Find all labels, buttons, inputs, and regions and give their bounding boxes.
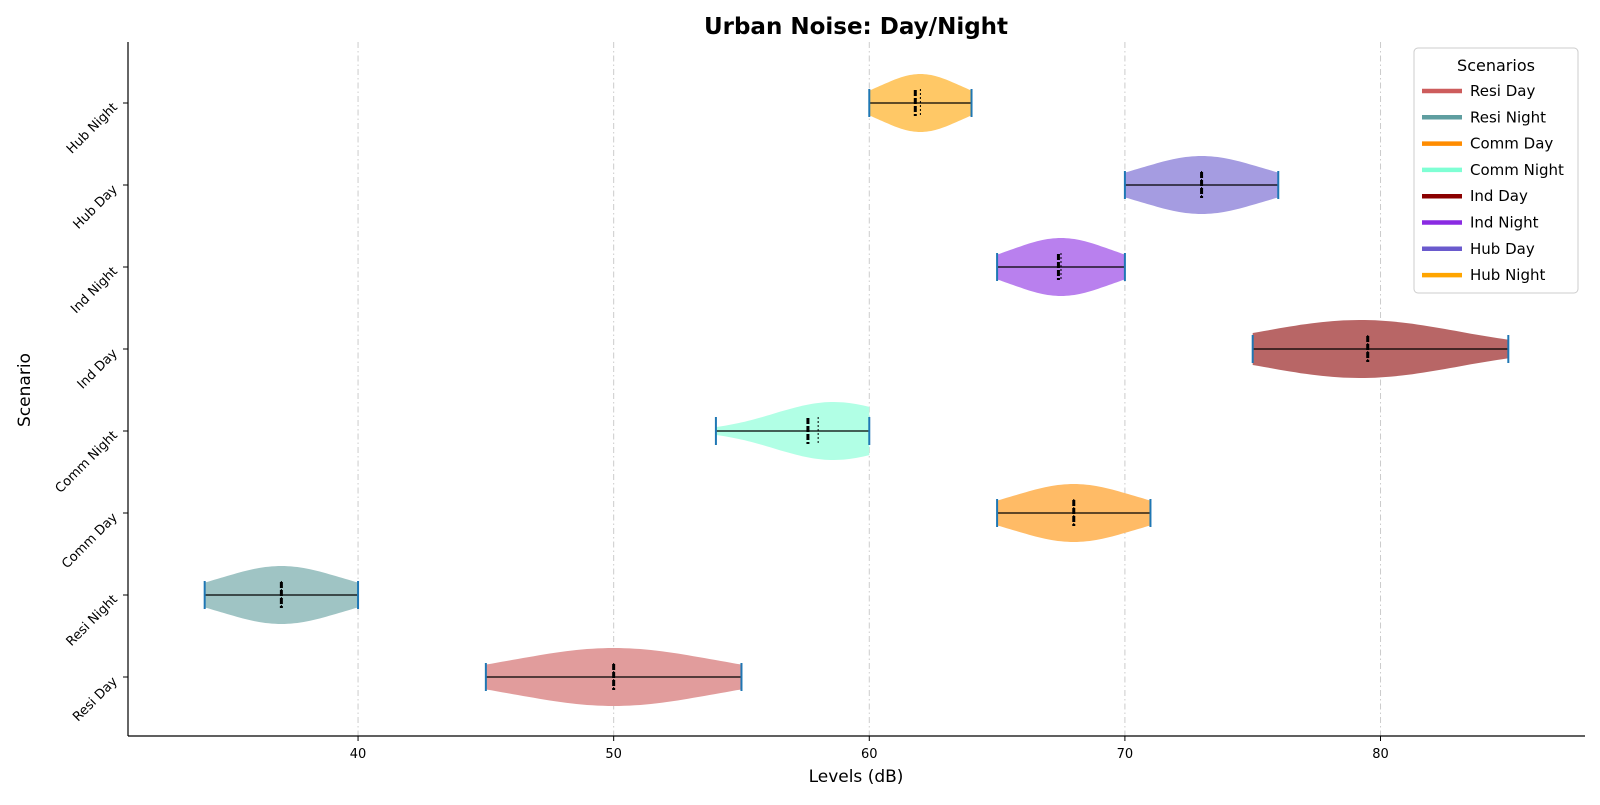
x-tick-label: 60	[861, 747, 878, 762]
chart-title: Urban Noise: Day/Night	[704, 14, 1008, 40]
legend-label: Comm Night	[1470, 161, 1564, 179]
legend-label: Hub Day	[1470, 240, 1535, 258]
legend-label: Hub Night	[1470, 266, 1545, 284]
legend-title: Scenarios	[1457, 56, 1535, 75]
grid-lines	[357, 42, 1382, 736]
x-ticks: 40 50 60 70 80	[350, 736, 1389, 762]
y-axis-label: Scenario	[15, 353, 35, 427]
x-tick-label: 50	[605, 747, 622, 762]
y-ticks: Resi Day Resi Night Comm Day Comm Night Ind …	[53, 100, 128, 725]
legend-items: Resi Day Resi Night Comm Day Comm Night Ind …	[1422, 82, 1564, 284]
y-tick-label: Hub Day	[71, 182, 121, 232]
legend-box	[1413, 47, 1579, 294]
x-tick-label: 40	[350, 747, 367, 762]
legend-label: Ind Day	[1470, 187, 1528, 205]
legend-label: Comm Day	[1470, 135, 1553, 153]
x-tick-label: 70	[1117, 747, 1134, 762]
legend: Scenarios Resi Day Resi Night Comm Day Comm…	[1413, 47, 1579, 294]
y-tick-label: Hub Night	[64, 100, 121, 157]
legend-label: Ind Night	[1470, 214, 1539, 232]
y-tick-label: Comm Day	[59, 510, 121, 572]
violins	[203, 74, 1510, 706]
legend-label: Resi Night	[1470, 108, 1546, 126]
x-tick-label: 80	[1372, 747, 1389, 762]
axes	[127, 42, 1585, 737]
x-axis-label: Levels (dB)	[809, 767, 904, 787]
y-tick-label: Ind Day	[75, 346, 121, 392]
y-tick-label: Resi Day	[70, 674, 121, 725]
y-tick-label: Ind Night	[68, 264, 121, 317]
legend-label: Resi Day	[1470, 82, 1535, 100]
y-tick-label: Comm Night	[53, 428, 121, 496]
y-tick-label: Resi Night	[64, 592, 121, 649]
